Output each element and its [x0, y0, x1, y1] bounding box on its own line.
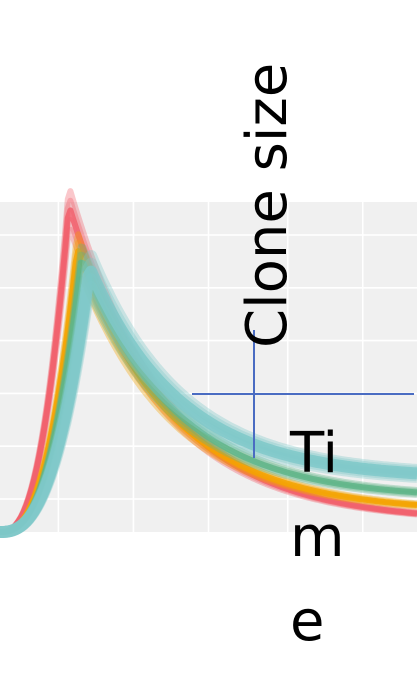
series-line-0-4: [0, 188, 417, 535]
series-line-1-2: [0, 248, 417, 535]
x-axis-title-line-0: Ti: [289, 421, 338, 486]
series-line-2-2: [0, 259, 417, 535]
x-axis-title-line-1: m: [290, 505, 345, 570]
series-line-3-4: [0, 250, 417, 538]
series-line-2-3: [0, 251, 417, 535]
series-line-1-3: [0, 239, 417, 535]
series-line-3-3: [0, 257, 417, 538]
y-axis-title: Clone size: [235, 63, 300, 348]
x-axis-title-line-2: e: [290, 589, 324, 654]
crosshair: [192, 330, 414, 458]
series-line-2-4: [0, 243, 417, 535]
x-axis-title: Ti m e: [289, 421, 345, 654]
series-line-1-4: [0, 231, 417, 535]
series-line-3-2: [0, 265, 417, 538]
series-bands: [0, 188, 417, 538]
